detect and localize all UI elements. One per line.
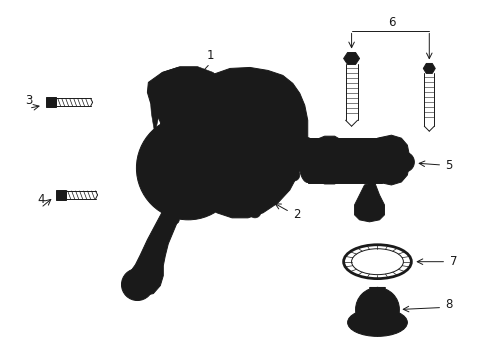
Circle shape — [248, 206, 261, 218]
Circle shape — [165, 200, 175, 210]
Circle shape — [171, 216, 179, 224]
Circle shape — [290, 129, 302, 141]
Text: 7: 7 — [449, 255, 457, 268]
Circle shape — [121, 269, 153, 301]
Text: 5: 5 — [445, 158, 452, 172]
Circle shape — [181, 111, 199, 129]
Polygon shape — [150, 67, 232, 137]
Polygon shape — [128, 210, 182, 296]
Circle shape — [136, 116, 240, 220]
Circle shape — [167, 76, 181, 90]
Text: 2: 2 — [292, 208, 300, 221]
Circle shape — [214, 75, 225, 86]
Circle shape — [165, 143, 179, 157]
Circle shape — [316, 151, 334, 169]
Polygon shape — [343, 53, 359, 64]
Bar — [307, 138, 382, 183]
Polygon shape — [371, 135, 408, 185]
Circle shape — [237, 140, 266, 170]
Bar — [46, 97, 56, 107]
Circle shape — [214, 117, 289, 193]
Bar — [56, 190, 65, 200]
Circle shape — [187, 149, 199, 161]
Polygon shape — [196, 72, 295, 202]
Ellipse shape — [372, 138, 389, 183]
Text: 1: 1 — [206, 49, 213, 62]
Polygon shape — [423, 63, 434, 73]
Ellipse shape — [347, 309, 407, 336]
Text: 3: 3 — [25, 94, 33, 107]
Ellipse shape — [354, 311, 400, 333]
Polygon shape — [189, 67, 307, 218]
Polygon shape — [147, 67, 229, 207]
Text: 8: 8 — [445, 298, 452, 311]
Text: 4: 4 — [37, 193, 44, 206]
Circle shape — [203, 194, 216, 206]
Circle shape — [174, 154, 202, 182]
Circle shape — [266, 75, 278, 86]
Ellipse shape — [298, 138, 316, 183]
Polygon shape — [354, 182, 384, 222]
Circle shape — [287, 169, 299, 181]
Circle shape — [197, 143, 211, 157]
Circle shape — [309, 144, 341, 176]
Polygon shape — [307, 136, 343, 184]
Circle shape — [394, 152, 413, 172]
Circle shape — [193, 76, 207, 90]
Text: 6: 6 — [387, 16, 394, 29]
Circle shape — [355, 288, 399, 332]
